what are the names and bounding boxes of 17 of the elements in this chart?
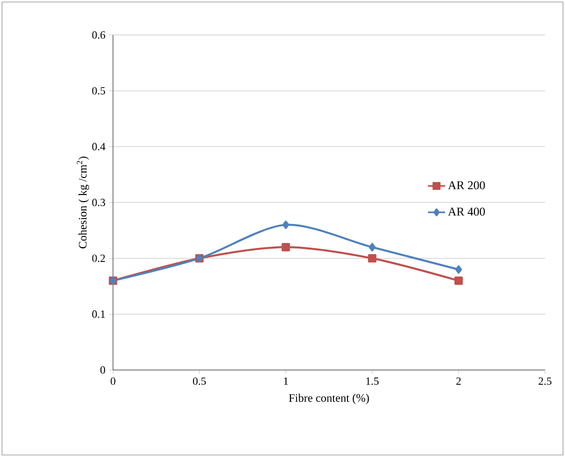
y-tick-label: 0.3 — [92, 198, 106, 206]
legend-label: AR 400 — [448, 208, 485, 216]
y-tick-label: 0 — [100, 366, 106, 374]
y-tick-label: 0.4 — [92, 142, 106, 150]
x-tick-label: 2.5 — [538, 377, 552, 385]
x-tick-label: 0 — [110, 377, 116, 385]
x-tick-label: 2 — [456, 377, 461, 385]
x-tick-label: 1.5 — [366, 377, 379, 385]
x-tick-label: 1 — [284, 377, 288, 385]
y-tick-label: 0.6 — [92, 31, 106, 39]
y-tick-label: 0.5 — [92, 87, 106, 95]
x-axis-title: Fibre content (%) — [288, 394, 369, 404]
legend-label: AR 200 — [448, 181, 485, 190]
y-axis-title: Cohesion ( kg /cm$^{2}$) — [76, 156, 89, 248]
y-tick-label: 0.1 — [92, 310, 105, 318]
x-tick-label: 0.5 — [192, 377, 206, 385]
y-tick-label: 0.2 — [92, 254, 105, 262]
